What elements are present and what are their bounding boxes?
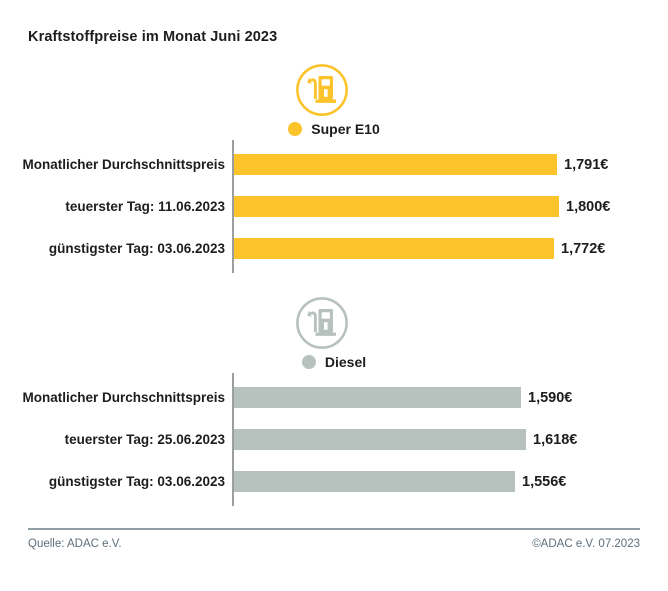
axis-line [232, 140, 234, 273]
category-label: Monatlicher Durchschnittspreis [22, 157, 225, 172]
value-label: 1,590€ [528, 389, 573, 406]
bar-rows: Monatlicher Durchschnittspreis 1,590€ te… [0, 373, 668, 506]
value-bar [233, 387, 521, 408]
value-label: 1,556€ [522, 473, 567, 490]
category-label: teuerster Tag: 11.06.2023 [65, 199, 225, 214]
chart-legend: Super E10 [0, 121, 668, 137]
chart-super-e10: Super E10 Monatlicher Durchschnittspreis… [0, 63, 668, 273]
bar-row: teuerster Tag: 11.06.2023 1,800€ [0, 196, 668, 217]
bar-row: günstigster Tag: 03.06.2023 1,772€ [0, 238, 668, 259]
legend-dot [288, 122, 303, 136]
value-bar [233, 429, 526, 450]
value-label: 1,791€ [564, 156, 609, 173]
axis-line [232, 373, 234, 506]
category-label: teuerster Tag: 25.06.2023 [64, 432, 225, 447]
category-label: Monatlicher Durchschnittspreis [22, 390, 225, 405]
copyright-text: ©ADAC e.V. 07.2023 [532, 538, 640, 550]
legend-label: Super E10 [311, 121, 380, 137]
category-label: günstigster Tag: 03.06.2023 [48, 474, 225, 489]
bar-row: Monatlicher Durchschnittspreis 1,791€ [0, 154, 668, 175]
legend-label: Diesel [324, 354, 367, 370]
value-label: 1,618€ [533, 431, 578, 448]
chart-diesel: Diesel Monatlicher Durchschnittspreis 1,… [0, 296, 668, 506]
category-label: günstigster Tag: 03.06.2023 [48, 241, 225, 256]
value-bar [233, 196, 559, 217]
fuel-pump-icon [0, 296, 656, 350]
source-text: Quelle: ADAC e.V. [28, 538, 122, 550]
legend-dot [301, 355, 316, 369]
bar-rows: Monatlicher Durchschnittspreis 1,791€ te… [0, 140, 668, 273]
footer: Quelle: ADAC e.V. ©ADAC e.V. 07.2023 [28, 538, 640, 550]
value-label: 1,800€ [566, 198, 611, 215]
value-bar [233, 471, 515, 492]
chart-legend: Diesel [0, 354, 668, 370]
value-label: 1,772€ [561, 240, 606, 257]
bar-row: teuerster Tag: 25.06.2023 1,618€ [0, 429, 668, 450]
footer-divider [28, 528, 640, 530]
fuel-pump-icon [0, 63, 656, 117]
value-bar [233, 238, 554, 259]
bar-row: günstigster Tag: 03.06.2023 1,556€ [0, 471, 668, 492]
page-title: Kraftstoffpreise im Monat Juni 2023 [28, 29, 278, 45]
bar-row: Monatlicher Durchschnittspreis 1,590€ [0, 387, 668, 408]
value-bar [233, 154, 557, 175]
